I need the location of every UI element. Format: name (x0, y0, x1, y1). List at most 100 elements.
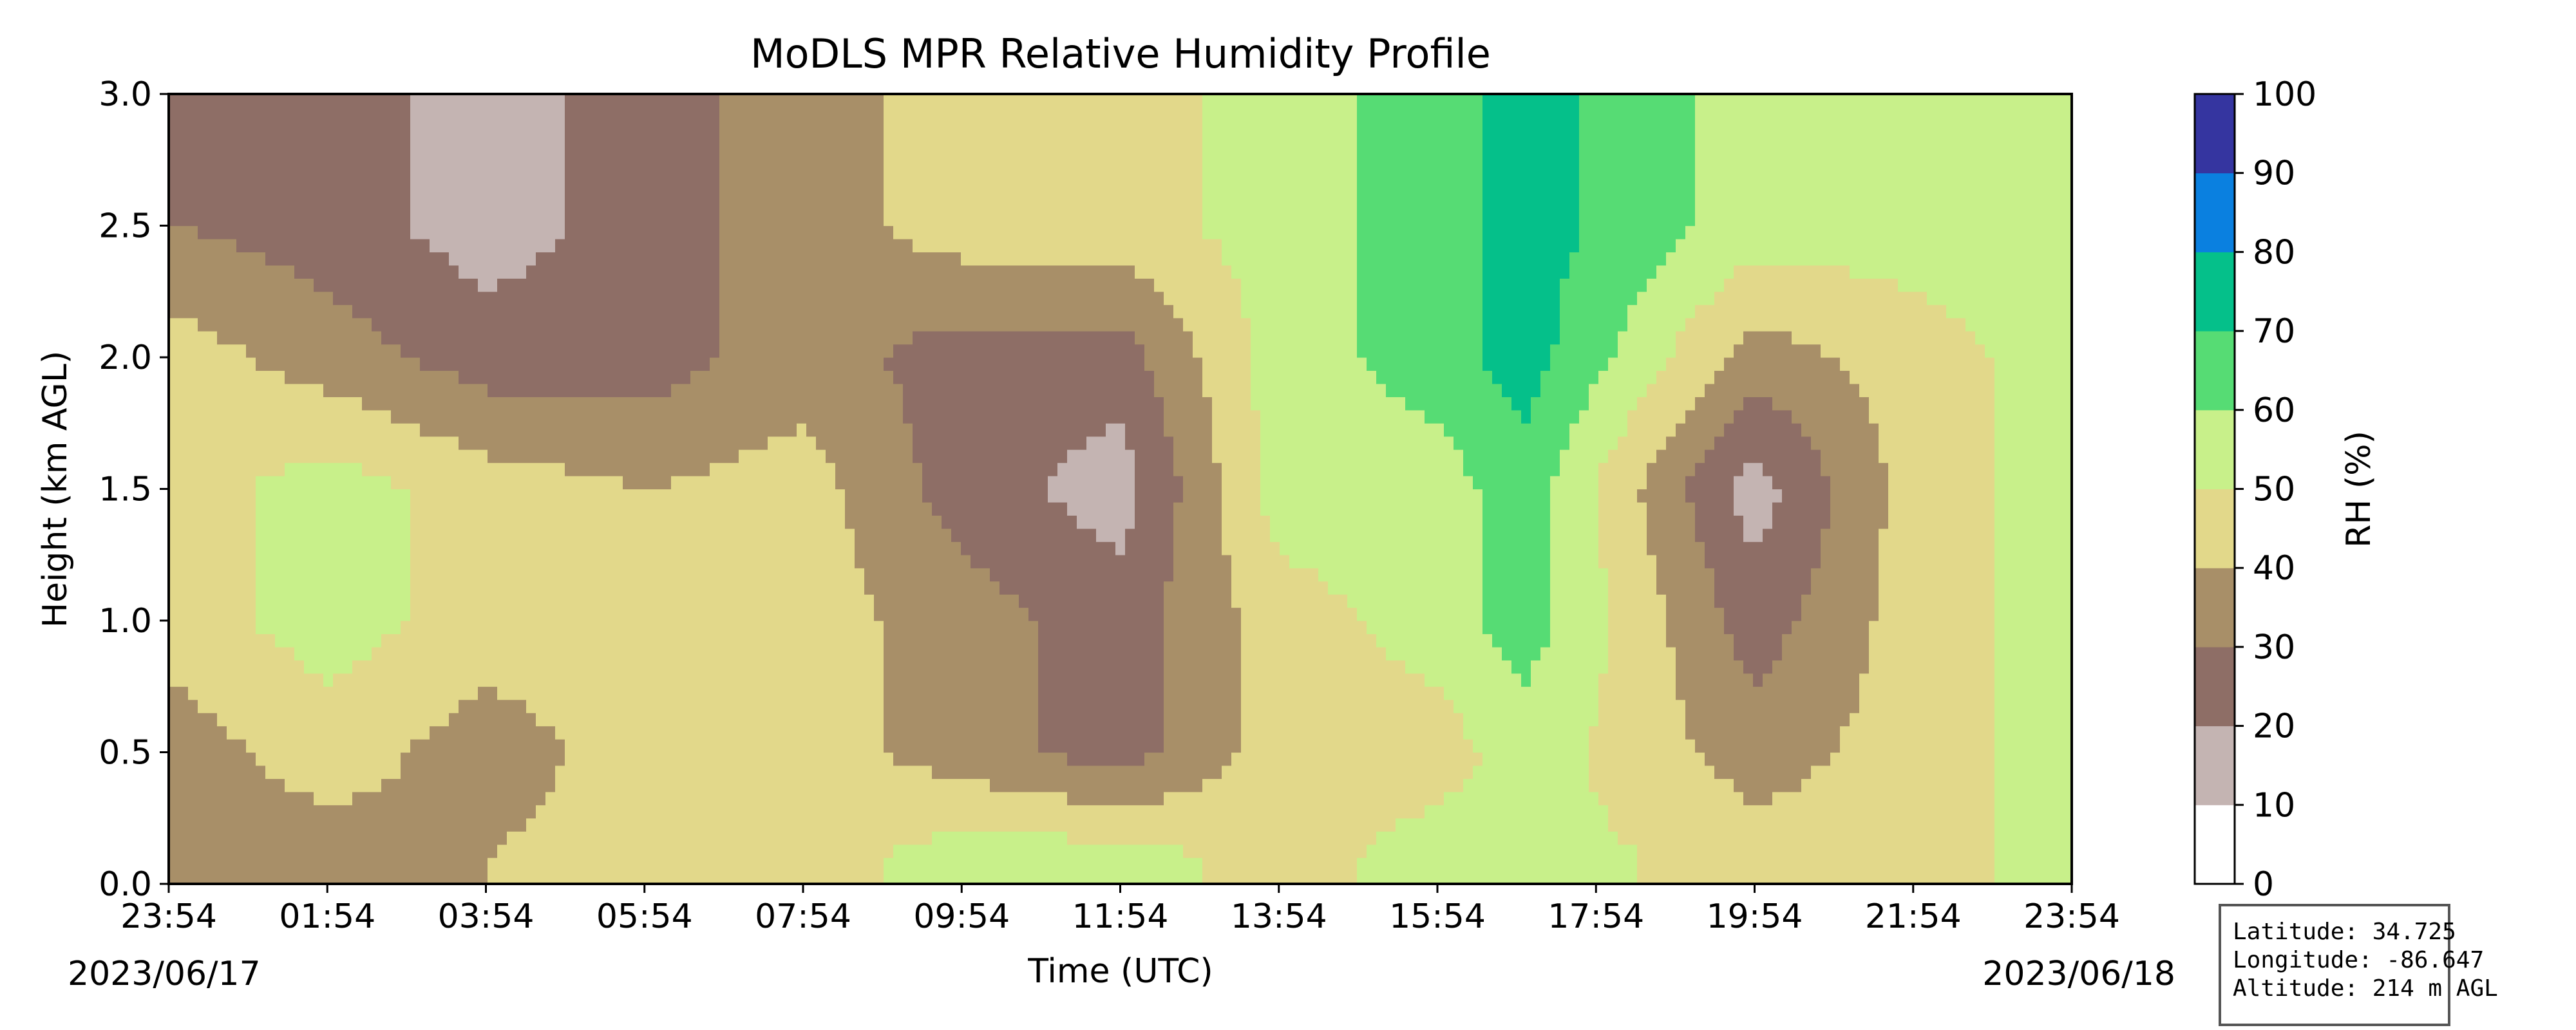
rh-cell (362, 476, 372, 660)
rh-cell (671, 476, 681, 884)
rh-cell (1434, 94, 1444, 424)
rh-cell (864, 594, 875, 884)
rh-cell (990, 831, 1000, 884)
rh-cell (1057, 265, 1068, 332)
colorbar-segment (2195, 726, 2235, 805)
start-date-label: 2023/06/17 (68, 955, 261, 993)
rh-cell (381, 476, 392, 635)
rh-cell (1676, 331, 1686, 424)
rh-cell (1763, 331, 1773, 397)
rh-cell (1782, 791, 1792, 884)
rh-cell (1859, 397, 1870, 674)
rh-cell (265, 370, 276, 476)
rh-cell (227, 739, 237, 884)
rh-cell (1434, 423, 1444, 687)
rh-cell (1106, 765, 1116, 805)
rh-cell (961, 265, 971, 332)
rh-cell (430, 726, 440, 884)
rh-cell (922, 765, 933, 845)
rh-cell (401, 621, 411, 753)
rh-cell (1695, 541, 1705, 753)
rh-cell (1482, 370, 1493, 635)
rh-cell (1859, 673, 1870, 884)
rh-cell (1975, 94, 1985, 345)
rh-cell (1637, 397, 1647, 490)
rh-cell (285, 383, 295, 464)
rh-cell (1367, 844, 1377, 884)
rh-cell (932, 778, 942, 832)
y-tick-label: 1.0 (99, 602, 152, 641)
rh-cell (401, 752, 411, 884)
rh-cell (999, 94, 1010, 266)
rh-cell (1598, 805, 1609, 884)
rh-cell (884, 752, 894, 858)
rh-cell (1589, 726, 1599, 792)
colorbar-segment (2195, 568, 2235, 648)
rh-cell (1028, 621, 1039, 792)
rh-cell (1125, 94, 1135, 266)
rh-cell (642, 94, 652, 397)
rh-cell (768, 94, 778, 437)
x-tick-label: 21:54 (1865, 897, 1962, 936)
rh-cell (1106, 265, 1116, 332)
rh-cell (1608, 94, 1618, 358)
rh-cell (1135, 805, 1145, 845)
rh-cell (1106, 331, 1116, 424)
rh-cell (922, 501, 933, 766)
y-tick-label: 3.0 (99, 75, 152, 114)
rh-cell (1019, 265, 1029, 332)
rh-cell (1222, 554, 1232, 766)
rh-cell (603, 397, 614, 476)
rh-cell (1598, 94, 1609, 371)
rh-cell (594, 94, 604, 397)
rh-cell (990, 265, 1000, 332)
rh-cell (439, 370, 450, 437)
rh-cell (430, 94, 440, 252)
rh-cell (1666, 436, 1676, 648)
rh-cell (1482, 94, 1493, 371)
rh-cell (304, 462, 314, 674)
rh-cell (1589, 791, 1599, 884)
rh-cell (545, 462, 556, 727)
rh-cell (1743, 331, 1754, 397)
rh-cell (294, 462, 305, 660)
rh-cell (314, 291, 324, 384)
plot-area (167, 93, 2073, 885)
rh-cell (1086, 765, 1097, 805)
rh-cell (1183, 331, 1193, 792)
colorbar-tick-label: 20 (2253, 707, 2295, 746)
rh-cell (1144, 805, 1155, 845)
rh-cell (1260, 515, 1271, 884)
rh-cell (1309, 568, 1319, 884)
rh-cell (1251, 409, 1261, 884)
rh-cell (236, 94, 247, 252)
rh-cell (1048, 501, 1058, 753)
rh-cell (1859, 94, 1870, 279)
rh-cell (797, 423, 807, 884)
rh-cell (516, 278, 527, 397)
rh-cell (1405, 673, 1416, 819)
rh-cell (855, 94, 865, 568)
colorbar-tick-label: 100 (2253, 75, 2316, 114)
rh-cell (1801, 436, 1812, 595)
rh-cell (526, 94, 536, 266)
rh-cell (372, 646, 382, 792)
rh-cell (1743, 673, 1754, 805)
rh-cell (410, 238, 421, 358)
rh-cell (1502, 94, 1512, 397)
rh-cell (671, 383, 681, 476)
x-axis-label: Time (UTC) (1027, 952, 1213, 991)
rh-cell (275, 265, 285, 371)
rh-cell (1019, 607, 1029, 792)
rh-cell (256, 252, 266, 371)
rh-cell (1821, 357, 1831, 476)
rh-cell (864, 94, 875, 595)
x-tick-label: 07:54 (755, 897, 851, 936)
rh-cell (536, 805, 546, 884)
rh-cell (1028, 831, 1039, 884)
rh-cell (1540, 370, 1551, 648)
rh-cell (1077, 331, 1087, 450)
rh-cell (1154, 291, 1164, 397)
rh-cell (594, 476, 604, 884)
rh-cell (352, 660, 363, 792)
